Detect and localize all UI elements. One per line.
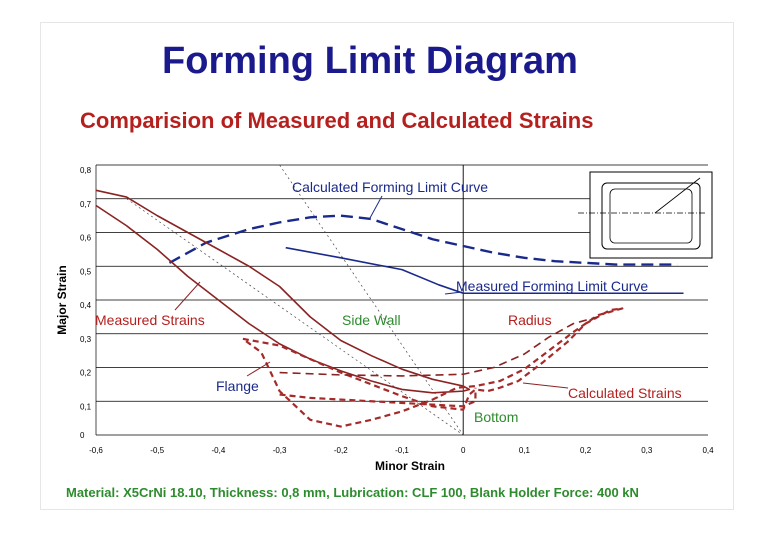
- calculated-strains-label: Calculated Strains: [568, 385, 682, 401]
- y-tick-label: 0,1: [80, 402, 92, 411]
- grid-lines: [95, 164, 708, 436]
- x-tick-label: -0,4: [212, 446, 226, 455]
- x-tick-label: -0,6: [89, 446, 103, 455]
- y-tick-label: 0,5: [80, 267, 92, 276]
- guide-lines: [126, 164, 464, 436]
- flange-label: Flange: [216, 378, 259, 394]
- x-tick-label: -0,3: [273, 446, 287, 455]
- y-tick-label: 0: [80, 431, 85, 440]
- figure-frame: [40, 22, 734, 510]
- tick-labels: -0,6 -0,5 -0,4 -0,3 -0,2 -0,1 0 0,1 0,2 0,3 0,4 0 0,…: [80, 166, 714, 455]
- x-tick-label: -0,1: [395, 446, 409, 455]
- y-axis-label: Major Strain: [55, 265, 69, 334]
- side-wall-label: Side Wall: [342, 312, 401, 328]
- y-tick-label: 0,2: [80, 369, 92, 378]
- x-tick-label: 0,2: [580, 446, 592, 455]
- measured-flc-label: Measured Forming Limit Curve: [456, 278, 648, 294]
- x-tick-label: 0,4: [702, 446, 714, 455]
- x-tick-label: -0,5: [150, 446, 164, 455]
- series-bottom: [279, 387, 477, 408]
- measured-strains-label: Measured Strains: [95, 312, 205, 328]
- plane-strain-guide: [126, 198, 464, 436]
- series-calculated-forming-limit-curve: [168, 214, 678, 266]
- y-tick-label: 0,3: [80, 335, 92, 344]
- series-measured-strains: [95, 189, 471, 394]
- calculated-flc-label: Calculated Forming Limit Curve: [292, 179, 488, 195]
- x-axis-label: Minor Strain: [375, 459, 445, 473]
- bottom-label: Bottom: [474, 409, 518, 425]
- material-footnote: Material: X5CrNi 18.10, Thickness: 0,8 m…: [66, 485, 639, 500]
- page-title: Forming Limit Diagram: [162, 40, 578, 82]
- part-sketch-icon: [578, 171, 713, 259]
- y-tick-label: 0,8: [80, 166, 92, 175]
- radius-label: Radius: [508, 312, 552, 328]
- series-calculated-strains: [242, 307, 624, 428]
- x-tick-label: 0: [461, 446, 466, 455]
- x-tick-label: 0,3: [641, 446, 653, 455]
- chart-subtitle: Comparision of Measured and Calculated S…: [80, 108, 594, 133]
- x-tick-label: -0,2: [334, 446, 348, 455]
- y-tick-label: 0,7: [80, 200, 92, 209]
- x-tick-label: 0,1: [519, 446, 531, 455]
- series-radius: [279, 316, 599, 377]
- series-measured-forming-limit-curve: [285, 246, 684, 295]
- annotation-leaders: [174, 195, 569, 389]
- y-tick-label: 0,4: [80, 301, 92, 310]
- y-tick-label: 0,6: [80, 234, 92, 243]
- series-lines: [95, 189, 684, 428]
